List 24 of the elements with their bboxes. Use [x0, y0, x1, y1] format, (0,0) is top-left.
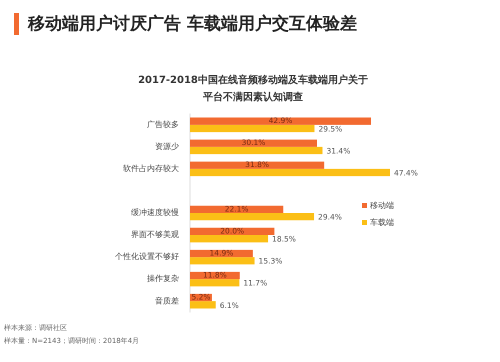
- y-tick-label: 资源少: [155, 142, 179, 151]
- legend-label: 移动端: [370, 200, 394, 211]
- bar: [190, 279, 240, 286]
- bar: [190, 301, 216, 308]
- bar: [190, 140, 318, 147]
- y-tick-label: 界面不够美观: [131, 230, 179, 240]
- y-tick-label: 缓冲速度较慢: [131, 208, 179, 218]
- bar: [190, 124, 314, 132]
- bar: [190, 206, 284, 213]
- chart-title: 移动端用户讨厌广告 车载端用户交互体验差: [28, 13, 357, 35]
- bar: [190, 162, 324, 169]
- bar: [190, 168, 390, 176]
- y-tick-label: 音质差: [155, 296, 179, 306]
- y-tick-label: 个性化设置不够好: [115, 252, 179, 262]
- bar: [190, 213, 314, 220]
- chart-subtitle: 2017-2018中国在线音频移动端及车载端用户关于平台不满因素认知调查: [138, 73, 368, 105]
- bar: [190, 146, 322, 154]
- bar: [190, 118, 372, 125]
- y-tick-label: 操作复杂: [147, 274, 179, 284]
- legend-label: 车载端: [370, 217, 394, 228]
- y-tick-label: 广告较多: [147, 120, 179, 129]
- bar: [190, 257, 255, 264]
- y-tick-label: 软件占内存较大: [123, 164, 179, 173]
- bar: [190, 235, 268, 242]
